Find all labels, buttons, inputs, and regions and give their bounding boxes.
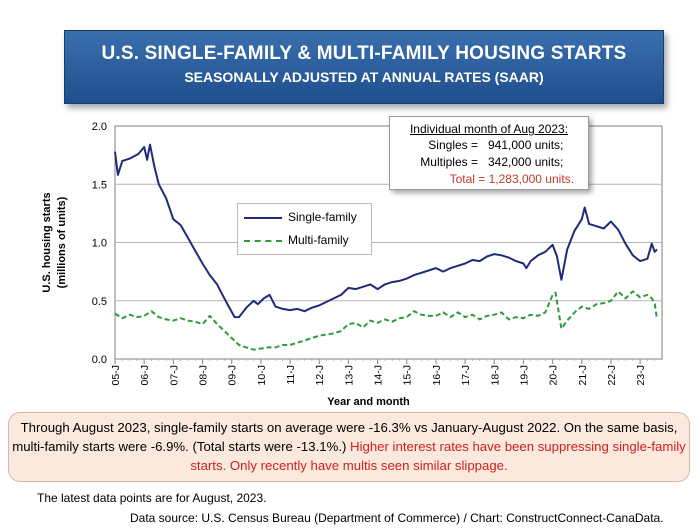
legend-swatch-single: [244, 217, 282, 219]
x-tick-label: 12-J: [314, 365, 326, 385]
x-tick-label: 21-J: [577, 365, 589, 385]
info-row-multiples: Multiples = 342,000 units;: [390, 155, 588, 170]
chart-legend: Single-family Multi-family: [237, 203, 372, 255]
x-tick-label: 18-J: [489, 365, 501, 385]
commentary-box: Through August 2023, single-family start…: [8, 412, 690, 482]
x-tick-label: 22-J: [606, 365, 618, 385]
latest-data-note: The latest data points are for August, 2…: [37, 491, 267, 505]
legend-swatch-multi: [244, 240, 282, 242]
x-tick-label: 13-J: [343, 365, 355, 385]
singles-value: 941,000 units;: [488, 138, 564, 152]
y-tick-label: 2.0: [92, 121, 107, 133]
x-axis-label: Year and month: [327, 396, 410, 408]
x-tick-label: 05-J: [110, 365, 122, 385]
info-row-total: Total = 1,283,000 units.: [390, 172, 588, 187]
chart-subtitle: SEASONALLY ADJUSTED AT ANNUAL RATES (SAA…: [184, 69, 544, 85]
singles-label: Singles =: [428, 138, 478, 152]
commentary-text: Through August 2023, single-family start…: [12, 420, 678, 454]
info-row-singles: Singles = 941,000 units;: [390, 138, 588, 153]
x-tick-label: 11-J: [285, 365, 297, 385]
x-tick-label: 19-J: [518, 365, 530, 385]
x-tick-label: 16-J: [431, 365, 443, 385]
x-tick-label: 08-J: [198, 365, 210, 385]
x-tick-label: 15-J: [402, 365, 414, 385]
x-tick-label: 09-J: [227, 365, 239, 385]
y-tick-label: 0.5: [92, 296, 107, 308]
x-tick-label: 07-J: [168, 365, 180, 385]
x-tick-label: 20-J: [548, 365, 560, 385]
x-tick-label: 23-J: [635, 365, 647, 385]
chart-title-banner: U.S. SINGLE-FAMILY & MULTI-FAMILY HOUSIN…: [64, 30, 664, 104]
total-value: Total = 1,283,000 units.: [449, 172, 574, 186]
y-tick-label: 0.0: [92, 354, 107, 366]
y-axis-label: U.S. housing starts: [41, 192, 53, 292]
y-tick-label: 1.0: [92, 238, 107, 250]
multiples-value: 342,000 units;: [488, 155, 564, 169]
commentary-highlight: Higher interest rates have been suppress…: [190, 439, 686, 473]
legend-label-multi: Multi-family: [288, 233, 349, 247]
multiples-label: Multiples =: [420, 155, 478, 169]
x-tick-label: 10-J: [256, 365, 268, 385]
y-axis-label-units: (millions of units): [56, 196, 68, 288]
x-tick-label: 06-J: [139, 365, 151, 385]
legend-label-single: Single-family: [288, 210, 357, 224]
series-line-multi-family: [114, 290, 658, 351]
info-box: Individual month of Aug 2023: Singles = …: [389, 116, 589, 190]
y-tick-label: 1.5: [92, 179, 107, 191]
series-line-single-family: [114, 143, 658, 319]
x-tick-label: 17-J: [460, 365, 472, 385]
chart-title: U.S. SINGLE-FAMILY & MULTI-FAMILY HOUSIN…: [101, 43, 627, 64]
x-tick-label: 14-J: [373, 365, 385, 385]
data-source: Data source: U.S. Census Bureau (Departm…: [130, 511, 664, 525]
info-heading: Individual month of Aug 2023:: [409, 122, 569, 136]
